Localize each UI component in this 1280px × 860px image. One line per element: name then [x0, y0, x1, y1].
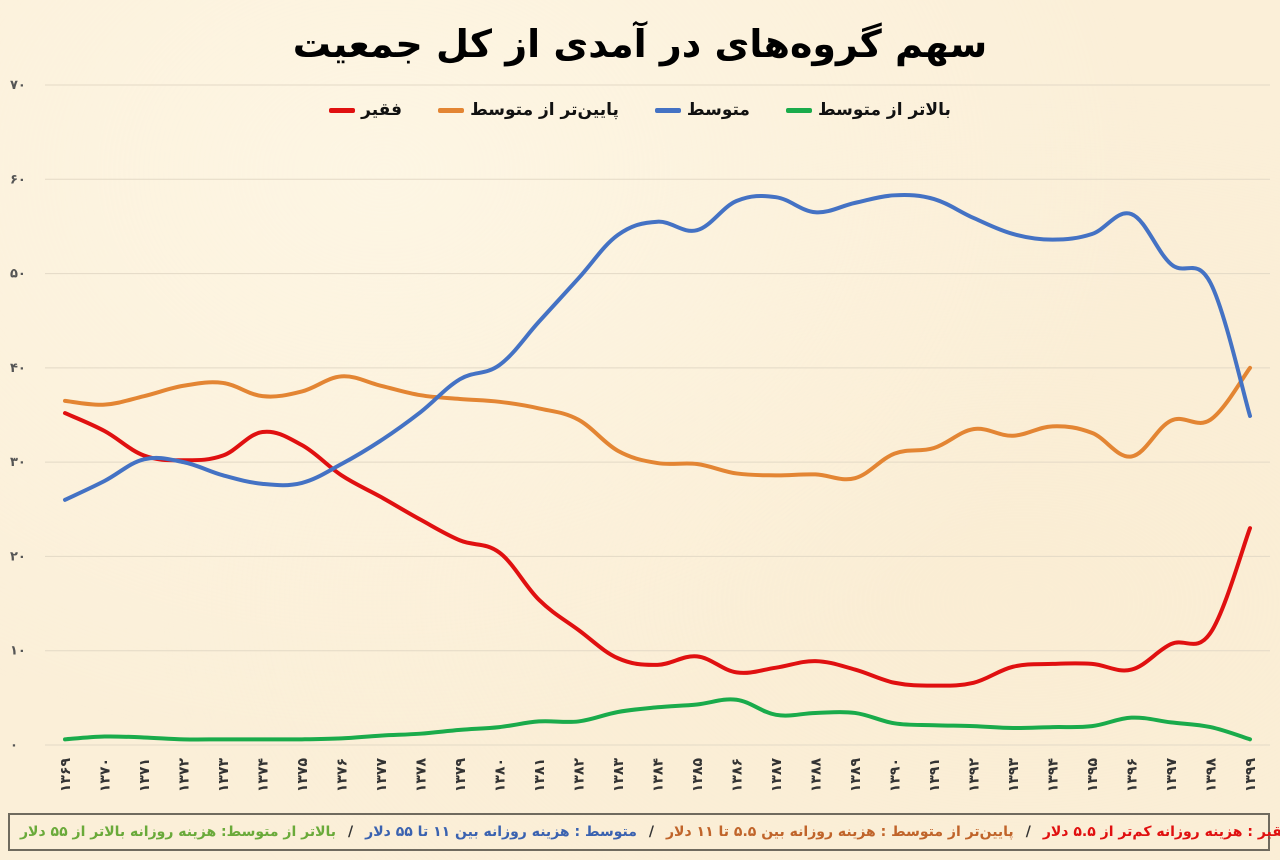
legend-label: بالاتر از متوسط	[817, 100, 951, 120]
x-tick-label: ۱۳۷۶	[335, 758, 351, 792]
x-tick-label: ۱۳۹۳	[1006, 758, 1022, 793]
legend-item-poor: فقیر	[329, 100, 402, 120]
x-tick-label: ۱۳۷۴	[256, 758, 272, 793]
legend-swatch-icon	[785, 107, 812, 113]
y-tick-label: ۴۰	[10, 361, 26, 376]
x-tick-label: ۱۳۸۵	[690, 758, 706, 793]
legend-label: فقیر	[361, 100, 403, 120]
x-tick-label: ۱۳۸۹	[848, 758, 864, 793]
legend-label: متوسط	[686, 100, 750, 120]
legend-swatch-icon	[438, 107, 465, 113]
x-tick-label: ۱۳۸۴	[651, 758, 667, 793]
chart-legend: بالاتر از متوسط متوسط پایین‌تر از متوسط …	[0, 100, 1280, 120]
x-tick-label: ۱۳۹۲	[967, 758, 983, 793]
series-line-poor	[63, 411, 1252, 688]
legend-item-upper-middle: بالاتر از متوسط	[785, 100, 951, 120]
y-tick-label: ۱۰	[10, 644, 26, 659]
x-tick-label: ۱۳۹۱	[927, 758, 943, 792]
x-tick-label: ۱۳۷۵	[295, 758, 311, 793]
note-upper-middle: بالاتر از متوسط: هزینه روزانه بالاتر از …	[20, 824, 337, 840]
x-tick-label: ۱۳۷۹	[453, 758, 469, 793]
y-tick-label: ۲۰	[10, 549, 26, 564]
x-tick-label: ۱۳۹۰	[888, 758, 904, 792]
x-tick-label: ۱۳۹۶	[1125, 758, 1141, 792]
note-lower-middle: پایین‌تر از متوسط : هزینه روزانه بین ۵.۵…	[666, 824, 1014, 840]
y-tick-label: ۰	[10, 738, 18, 753]
note-separator: /	[1025, 824, 1031, 840]
x-tick-label: ۱۳۸۱	[532, 758, 548, 792]
legend-label: پایین‌تر از متوسط	[470, 100, 619, 120]
y-axis: ۰ ۱۰ ۲۰ ۳۰ ۴۰ ۵۰ ۶۰ ۷۰	[10, 78, 26, 753]
legend-swatch-icon	[654, 107, 681, 113]
series-line-upper-middle	[63, 697, 1252, 742]
note-separator: /	[648, 824, 654, 840]
x-tick-label: ۱۳۹۹	[1243, 758, 1259, 793]
legend-swatch-icon	[329, 107, 356, 113]
x-tick-label: ۱۳۸۰	[493, 758, 509, 792]
x-axis: ۱۳۶۹ ۱۳۷۰ ۱۳۷۱ ۱۳۷۲ ۱۳۷۳ ۱۳۷۴ ۱۳۷۵ ۱۳۷۶ ۱۳۷۷ ۱۳۷۸…	[58, 758, 1259, 793]
x-tick-label: ۱۳۷۱	[137, 758, 153, 792]
x-tick-label: ۱۳۷۲	[177, 758, 193, 793]
legend-item-middle: متوسط	[654, 100, 750, 120]
x-tick-label: ۱۳۶۹	[58, 758, 74, 793]
y-tick-label: ۷۰	[10, 78, 26, 93]
note-middle: متوسط : هزینه روزانه بین ۱۱ تا ۵۵ دلار	[365, 824, 637, 840]
x-tick-label: ۱۳۸۲	[572, 758, 588, 793]
x-tick-label: ۱۳۷۸	[414, 758, 430, 793]
y-tick-label: ۳۰	[10, 455, 26, 470]
series-lines	[63, 193, 1252, 742]
chart-title: سهم گروه‌های در آمدی از کل جمعیت	[292, 22, 988, 66]
legend-item-lower-middle: پایین‌تر از متوسط	[438, 100, 619, 120]
note-poor: فقیر : هزینه روزانه کم‌تر از ۵.۵ دلار	[1042, 824, 1280, 840]
x-tick-label: ۱۳۷۷	[374, 758, 390, 793]
x-tick-label: ۱۳۷۰	[98, 758, 114, 792]
x-tick-label: ۱۳۸۳	[611, 758, 627, 793]
series-line-middle	[63, 193, 1252, 502]
x-tick-label: ۱۳۹۴	[1046, 758, 1062, 793]
x-tick-label: ۱۳۹۷	[1164, 758, 1180, 793]
x-tick-label: ۱۳۹۵	[1085, 758, 1101, 793]
definitions-note: فقیر : هزینه روزانه کم‌تر از ۵.۵ دلار / …	[8, 813, 1280, 851]
x-tick-label: ۱۳۸۸	[809, 758, 825, 793]
x-tick-label: ۱۳۸۶	[730, 758, 746, 792]
note-separator: /	[348, 824, 354, 840]
line-chart: ۰ ۱۰ ۲۰ ۳۰ ۴۰ ۵۰ ۶۰ ۷۰ ۱۳۶۹ ۱۳۷۰ ۱۳۷۱ ۱۳۷۲ ۱۳۷۳ ۱۳۷۴…	[10, 78, 1270, 793]
x-tick-label: ۱۳۷۳	[216, 758, 232, 793]
series-line-lower-middle	[63, 365, 1252, 482]
y-tick-label: ۵۰	[10, 267, 26, 282]
y-tick-label: ۶۰	[10, 172, 26, 187]
x-tick-label: ۱۳۹۸	[1204, 758, 1220, 793]
gridlines	[45, 84, 1270, 746]
x-tick-label: ۱۳۸۷	[769, 758, 785, 793]
